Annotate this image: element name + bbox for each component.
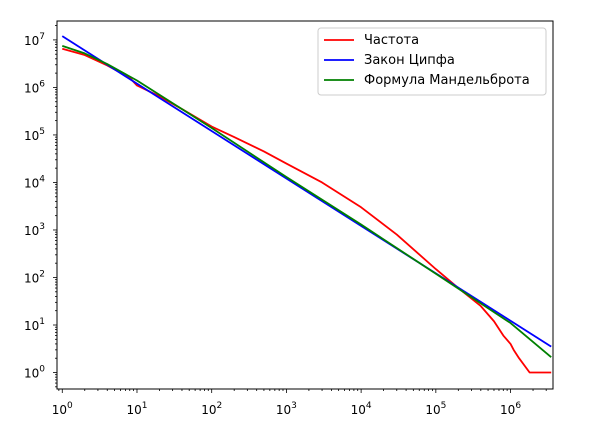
x-tick-label: 104	[351, 401, 372, 417]
y-tick-label: 102	[24, 269, 45, 285]
y-tick-label: 103	[24, 222, 45, 238]
y-tick-label: 106	[24, 79, 45, 95]
y-tick-label: 107	[24, 32, 45, 48]
series-line-2	[61, 44, 552, 358]
plot-lines	[61, 35, 552, 374]
legend: Частота Закон Ципфа Формула Мандельброта	[317, 27, 547, 96]
plot-frame	[56, 20, 554, 390]
y-tick-label: 104	[24, 174, 45, 190]
legend-label-mandelbrot: Формула Мандельброта	[364, 73, 530, 88]
x-tick-label: 106	[500, 401, 521, 417]
y-tick-label: 100	[24, 365, 45, 381]
x-tick-label: 103	[276, 401, 297, 417]
x-axis: 100 101 102 103 104 105 106	[52, 389, 547, 417]
series-line-1	[61, 35, 552, 348]
y-axis: 100 101 102 103 104 105 106 107	[24, 25, 57, 388]
x-tick-label: 101	[126, 401, 147, 417]
y-tick-label: 101	[24, 317, 45, 333]
legend-box	[317, 27, 547, 96]
x-tick-label: 105	[425, 401, 446, 417]
legend-label-frequency: Частота	[364, 33, 419, 48]
legend-label-zipf: Закон Ципфа	[364, 53, 455, 68]
x-tick-label: 100	[52, 401, 73, 417]
y-tick-label: 105	[24, 127, 45, 143]
x-tick-label: 102	[201, 401, 222, 417]
series-line-0	[62, 47, 552, 374]
